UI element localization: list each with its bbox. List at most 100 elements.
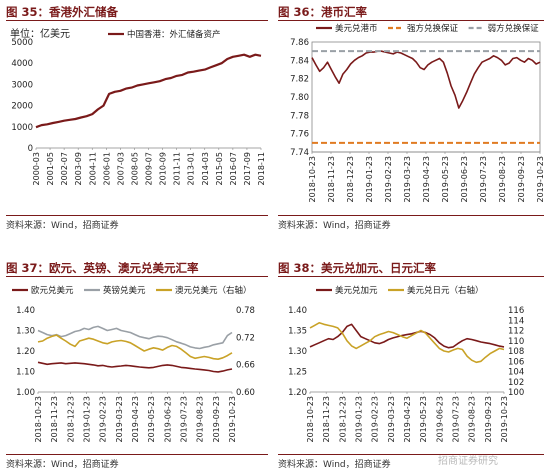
panel-eur-gbp-aud: 图 37：欧元、英镑、澳元兑美元汇率 1.00 1.10 1.20 1.30 1.40 0… bbox=[6, 260, 268, 473]
panel-title: 图 35：香港外汇储备 bbox=[6, 5, 119, 19]
x-tick-label: 2018-11-23 bbox=[50, 396, 59, 443]
x-tick-label: 2019-06-23 bbox=[460, 156, 469, 203]
x-tick-label: 2008-05 bbox=[130, 152, 139, 185]
x-tick-label: 2019-02-23 bbox=[99, 396, 108, 443]
y-tick-label: 1.20 bbox=[16, 347, 35, 357]
x-tick-label: 2019-05-23 bbox=[441, 156, 450, 203]
panel-title: 图 38：美元兑加元、日元汇率 bbox=[278, 261, 437, 275]
x-tick-label: 2019-05-23 bbox=[147, 396, 156, 443]
y-tick-label: 7.74 bbox=[290, 148, 309, 158]
x-tick-label: 2002-07 bbox=[60, 152, 69, 185]
title-rule bbox=[6, 20, 268, 21]
y-tick-label: 7.76 bbox=[290, 130, 309, 140]
x-tick-label: 2019-04-23 bbox=[403, 396, 412, 443]
y-tick-label: 1000 bbox=[11, 123, 33, 133]
x-tick-label: 2016-07 bbox=[229, 152, 238, 185]
y-tick-label: 0 bbox=[28, 144, 33, 154]
x-tick-label: 2019-09-23 bbox=[212, 396, 221, 443]
y-tick-label: 1.35 bbox=[288, 327, 307, 337]
x-tick-label: 2011-11 bbox=[173, 152, 182, 185]
y-tick-label: 5000 bbox=[11, 38, 33, 48]
y-right-tick-label: 114 bbox=[508, 316, 524, 326]
y-tick-label: 7.86 bbox=[290, 38, 309, 48]
y-tick-label: 1.10 bbox=[16, 368, 35, 378]
legend-label-1: 英镑兑美元 bbox=[103, 285, 146, 296]
series-line-1 bbox=[37, 325, 233, 350]
x-tick-label: 2019-01-23 bbox=[83, 396, 92, 443]
y-tick-label: 7.84 bbox=[290, 56, 309, 66]
source-note: 资料来源：Wind，招商证券 bbox=[6, 460, 119, 470]
y-tick-label: 7.82 bbox=[290, 75, 309, 85]
x-tick-label: 2018-11-23 bbox=[322, 396, 331, 443]
x-tick-label: 2019-03-23 bbox=[387, 396, 396, 443]
x-tick-label: 2019-08-23 bbox=[196, 396, 205, 443]
bottom-rule bbox=[6, 454, 268, 455]
x-tick-label: 2019-07-23 bbox=[479, 156, 488, 203]
legend-label-0: 欧元兑美元 bbox=[31, 285, 74, 296]
legend-label-1: 美元兑日元（右轴） bbox=[407, 285, 484, 296]
y-right-tick-label: 106 bbox=[508, 357, 524, 367]
series-line-1 bbox=[309, 321, 505, 364]
source-note: 资料来源：Wind，招商证券 bbox=[278, 460, 391, 470]
bottom-rule bbox=[278, 454, 544, 455]
x-tick-label: 2019-09-23 bbox=[517, 156, 526, 203]
x-tick-label: 2019-08-23 bbox=[498, 156, 507, 203]
x-tick-label: 2019-05-23 bbox=[419, 396, 428, 443]
x-tick-label: 2019-10-23 bbox=[536, 156, 545, 203]
x-tick-label: 2003-09 bbox=[74, 152, 83, 185]
panel-hk-fx-reserves: 图 35：香港外汇储备 0 1000 2000 3000 4000 5000 2000-03… bbox=[6, 4, 268, 231]
y-tick-label: 1.20 bbox=[288, 388, 307, 398]
chart-hkd-rate: 7.74 7.76 7.78 7.80 7.82 7.84 7.86 2018-10-23 20… bbox=[290, 23, 545, 203]
source-note: 资料来源：Wind，招商证券 bbox=[278, 221, 391, 231]
x-tick-label: 2019-04-23 bbox=[131, 396, 140, 443]
x-tick-label: 2019-06-23 bbox=[163, 396, 172, 443]
series-line-0 bbox=[35, 53, 262, 129]
x-tick-label: 2019-02-23 bbox=[371, 396, 380, 443]
x-tick-label: 2013-01 bbox=[187, 152, 196, 185]
chart-hk-fx-reserves: 0 1000 2000 3000 4000 5000 2000-03 2001-05 2002-… bbox=[10, 27, 266, 185]
source-note: 资料来源：Wind，招商证券 bbox=[6, 221, 119, 231]
legend-label-1: 强方兑换保证 bbox=[407, 23, 459, 34]
x-tick-label: 2019-08-23 bbox=[468, 396, 477, 443]
legend-label-2: 弱方兑换保证 bbox=[488, 23, 540, 34]
y-right-tick-label: 0.60 bbox=[236, 388, 255, 398]
x-tick-label: 2018-12-23 bbox=[338, 396, 347, 443]
y-tick-label: 4000 bbox=[11, 59, 33, 69]
y-tick-label: 1.30 bbox=[288, 347, 307, 357]
bottom-rule bbox=[278, 215, 544, 216]
x-tick-label: 2019-09-23 bbox=[484, 396, 493, 443]
legend-label-0: 美元兑港币 bbox=[335, 23, 378, 34]
x-tick-label: 2018-10-23 bbox=[34, 396, 43, 443]
x-tick-label: 2010-09 bbox=[159, 152, 168, 185]
x-tick-label: 2015-05 bbox=[215, 152, 224, 185]
x-tick-label: 2019-10-23 bbox=[500, 396, 509, 443]
panel-hkd-rate: 图 36：港币汇率 7.74 7.76 7.78 7.80 7.82 7.84 7.86 20… bbox=[278, 4, 545, 231]
x-tick-label: 2017-09 bbox=[243, 152, 252, 185]
x-tick-label: 2019-01-23 bbox=[365, 156, 374, 203]
y-right-tick-label: 100 bbox=[508, 388, 524, 398]
x-tick-label: 2019-07-23 bbox=[452, 396, 461, 443]
y-right-tick-label: 116 bbox=[508, 306, 524, 316]
y-tick-label: 3000 bbox=[11, 80, 33, 90]
y-right-tick-label: 0.66 bbox=[236, 361, 255, 371]
x-tick-label: 2004-11 bbox=[88, 152, 97, 185]
x-tick-label: 2014-03 bbox=[201, 152, 210, 185]
y-right-tick-label: 0.72 bbox=[236, 333, 255, 343]
y-right-tick-label: 104 bbox=[508, 368, 524, 378]
series-line-0 bbox=[37, 361, 233, 373]
x-tick-label: 2006-01 bbox=[102, 152, 111, 185]
unit-label: 单位：亿美元 bbox=[10, 27, 70, 40]
y-right-tick-label: 0.78 bbox=[236, 306, 255, 316]
x-tick-label: 2009-07 bbox=[145, 152, 154, 185]
x-tick-label: 2019-01-23 bbox=[355, 396, 364, 443]
y-right-tick-label: 110 bbox=[508, 337, 524, 347]
y-tick-label: 1.30 bbox=[16, 327, 35, 337]
chart-cad-jpy: 1.201.251.301.351.4010010210410610811011… bbox=[288, 285, 524, 443]
panel-title: 图 37：欧元、英镑、澳元兑美元汇率 bbox=[6, 261, 199, 275]
x-tick-label: 2019-10-23 bbox=[228, 396, 237, 443]
watermark: 招商证券研究 bbox=[438, 456, 498, 467]
x-tick-label: 2007-03 bbox=[116, 152, 125, 185]
series-line-0 bbox=[311, 50, 541, 109]
x-tick-label: 2019-03-23 bbox=[115, 396, 124, 443]
x-tick-label: 2019-07-23 bbox=[180, 396, 189, 443]
